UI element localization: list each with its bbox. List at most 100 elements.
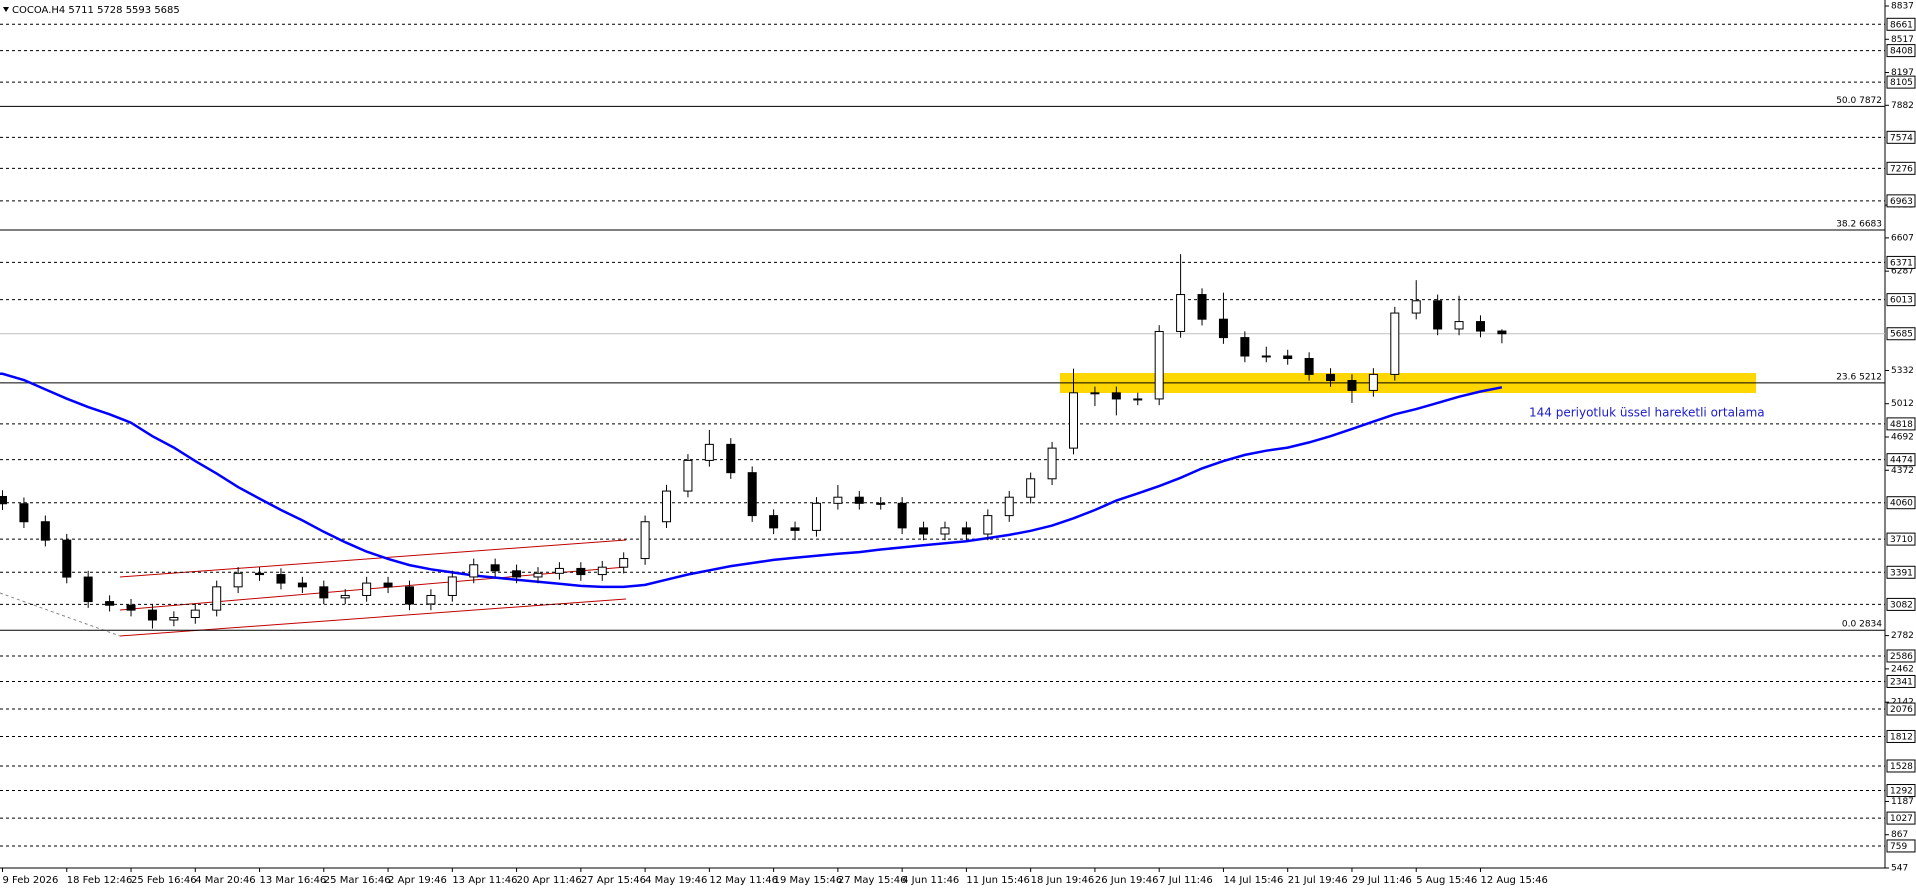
candle-body <box>19 503 29 523</box>
x-tick-label: 9 Feb 2026 <box>3 875 59 886</box>
x-tick-label: 4 Mar 20:46 <box>195 875 255 886</box>
candle-body <box>426 594 436 605</box>
candle-body <box>1326 373 1336 382</box>
x-tick-label: 19 May 15:46 <box>774 875 843 886</box>
candle-body <box>105 601 115 606</box>
candle-body <box>147 609 157 621</box>
price-line-box <box>1886 293 1916 307</box>
y-tick-label: 5012 <box>1891 399 1914 409</box>
x-tick-label: 21 Jul 19:46 <box>1288 875 1348 886</box>
candle-body <box>1197 294 1207 320</box>
x-tick-label: 20 Apr 11:46 <box>517 875 582 886</box>
x-tick-label: 7 Jul 11:46 <box>1159 875 1213 886</box>
chart-title: COCOA.H4 5711 5728 5593 5685 <box>12 5 180 16</box>
candle-body <box>1454 321 1464 330</box>
candle-body <box>554 567 564 574</box>
price-line-box <box>1886 674 1916 688</box>
price-line-label: 1027 <box>1890 814 1913 824</box>
x-tick-label: 25 Feb 16:46 <box>131 875 197 886</box>
candle-body <box>876 502 886 505</box>
candle-body <box>1475 321 1485 332</box>
fib-label: 0.0 2834 <box>1842 620 1882 630</box>
candle-body <box>619 558 629 568</box>
price-line-label: 2341 <box>1890 677 1913 687</box>
y-tick-label: 4372 <box>1891 466 1914 476</box>
candle-body <box>490 564 500 572</box>
y-tick-label: 6287 <box>1891 267 1914 277</box>
price-line-box <box>1886 194 1916 208</box>
candle-body <box>233 572 243 588</box>
current-price-label: 5685 <box>1890 330 1913 340</box>
candle-body <box>640 521 650 560</box>
price-line-label: 759 <box>1890 842 1907 852</box>
price-line-box <box>1886 453 1916 467</box>
candle-body <box>383 582 393 588</box>
price-line-label: 2076 <box>1890 705 1913 715</box>
candle-body <box>1411 300 1421 314</box>
candle-body <box>1433 300 1443 330</box>
candle-body <box>1047 447 1057 480</box>
price-line-box <box>1886 839 1916 853</box>
candle-body <box>940 527 950 535</box>
price-line-label: 8105 <box>1890 78 1913 88</box>
candle-body <box>919 527 929 535</box>
fib-label: 38.2 6683 <box>1836 219 1882 229</box>
candle-body <box>1390 312 1400 375</box>
fib-label: 50.0 7872 <box>1836 96 1882 106</box>
price-line-label: 3710 <box>1890 535 1913 545</box>
candle-body <box>833 496 843 504</box>
price-line-box <box>1886 532 1916 546</box>
price-line-label: 1292 <box>1890 787 1913 797</box>
candle-body <box>469 564 479 578</box>
candle-body <box>1090 392 1100 395</box>
candle-body <box>297 582 307 588</box>
x-tick-label: 27 May 15:46 <box>838 875 907 886</box>
candle-body <box>1283 355 1293 359</box>
y-tick-label: 8197 <box>1891 68 1914 78</box>
x-tick-label: 4 May 19:46 <box>645 875 707 886</box>
x-tick-label: 2 Apr 19:46 <box>388 875 447 886</box>
price-line-box <box>1886 811 1916 825</box>
price-line-box <box>1886 496 1916 510</box>
price-line-box <box>1886 161 1916 175</box>
y-tick-label: 6607 <box>1891 233 1914 243</box>
y-tick-label: 1187 <box>1891 797 1914 807</box>
x-tick-label: 18 Jun 19:46 <box>1031 875 1095 886</box>
candle-body <box>683 459 693 492</box>
x-tick-label: 25 Mar 16:46 <box>324 875 391 886</box>
candle-body <box>340 594 350 599</box>
x-tick-label: 4 Jun 11:46 <box>902 875 959 886</box>
candle-body <box>447 576 457 596</box>
price-line-label: 7276 <box>1890 164 1913 174</box>
candle-body <box>62 539 72 578</box>
candle-body <box>533 572 543 578</box>
x-tick-label: 13 Apr 11:46 <box>452 875 517 886</box>
candle-body <box>1133 398 1143 401</box>
price-line-box <box>1886 759 1916 773</box>
candle-body <box>169 617 179 621</box>
candle-body <box>1240 337 1250 357</box>
candle-body <box>576 567 586 576</box>
candle-body <box>362 582 372 596</box>
candle-body <box>276 574 286 584</box>
price-line-box <box>1886 565 1916 579</box>
price-line-box <box>1886 784 1916 798</box>
price-line-box <box>1886 17 1916 31</box>
current-price-box <box>1886 327 1916 341</box>
price-line-box <box>1886 417 1916 431</box>
x-tick-label: 18 Feb 12:46 <box>67 875 133 886</box>
price-line-label: 6371 <box>1890 258 1913 268</box>
candle-body <box>704 443 714 461</box>
candle-body <box>1111 392 1121 400</box>
price-line-label: 1812 <box>1890 732 1913 742</box>
x-tick-label: 13 Mar 16:46 <box>260 875 327 886</box>
price-line-box <box>1886 702 1916 716</box>
price-line-box <box>1886 75 1916 89</box>
price-line-label: 3082 <box>1890 600 1913 610</box>
candle-body <box>1261 355 1271 358</box>
y-tick-label: 7882 <box>1891 101 1914 111</box>
price-line-box <box>1886 130 1916 144</box>
candle-body <box>83 576 93 603</box>
price-line-label: 1528 <box>1890 762 1913 772</box>
